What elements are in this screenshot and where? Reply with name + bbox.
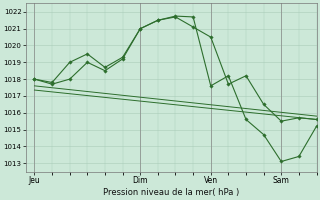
X-axis label: Pression niveau de la mer( hPa ): Pression niveau de la mer( hPa ) — [103, 188, 239, 197]
